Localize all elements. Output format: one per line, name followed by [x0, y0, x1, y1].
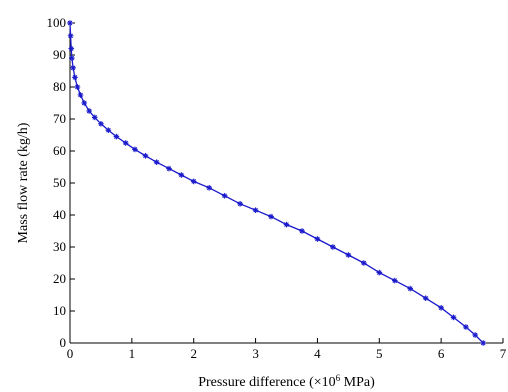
- x-tick-label: 6: [438, 346, 445, 361]
- data-point-marker: [69, 55, 75, 61]
- y-tick-label: 40: [53, 207, 66, 222]
- x-tick-label: 2: [190, 346, 197, 361]
- data-point-marker: [472, 332, 478, 338]
- data-point-marker: [345, 252, 352, 258]
- data-point-marker: [206, 185, 212, 191]
- y-axis-title: Mass flow rate (kg/h): [16, 122, 31, 243]
- data-point-marker: [283, 221, 290, 228]
- data-point-marker: [98, 121, 104, 127]
- data-point-marker: [391, 277, 398, 284]
- y-tick-label: 90: [53, 47, 66, 62]
- data-point-marker: [142, 153, 149, 159]
- data-point-marker: [314, 236, 321, 242]
- data-point-marker: [153, 159, 160, 165]
- x-axis-title-main: Pressure difference (×10: [198, 375, 335, 390]
- data-point-marker: [450, 314, 457, 321]
- data-point-marker: [252, 207, 259, 213]
- series-line: [69, 22, 484, 344]
- data-point-marker: [70, 65, 76, 71]
- x-axis-title-superscript: 6: [336, 373, 341, 383]
- data-point-marker: [81, 100, 88, 106]
- x-tick-label: 4: [314, 346, 321, 361]
- data-point-marker: [268, 213, 274, 220]
- x-axis-title-unit: MPa): [340, 375, 375, 390]
- data-point-marker: [77, 92, 84, 98]
- data-point-marker: [438, 305, 444, 311]
- data-point-marker: [86, 108, 92, 114]
- y-tick-label: 0: [60, 335, 67, 350]
- data-point-marker: [330, 244, 336, 250]
- data-point-marker: [105, 127, 112, 133]
- y-tick-label: 30: [53, 239, 66, 254]
- data-point-marker: [299, 228, 305, 234]
- data-point-marker: [72, 74, 78, 81]
- x-axis-title: Pressure difference (×106 MPa): [198, 373, 375, 390]
- data-point-marker: [67, 33, 74, 39]
- data-point-marker: [221, 193, 228, 199]
- data-point-marker: [68, 45, 75, 52]
- data-point-marker: [67, 20, 73, 26]
- x-tick-label: 3: [252, 346, 259, 361]
- data-point-marker: [480, 340, 487, 346]
- x-tick-label: 7: [500, 346, 507, 361]
- data-point-marker: [113, 133, 120, 140]
- data-point-marker: [422, 295, 429, 301]
- x-tick-label: 1: [129, 346, 136, 361]
- data-point-marker: [407, 285, 414, 292]
- y-tick-label: 20: [53, 271, 66, 286]
- data-point-marker: [122, 140, 129, 146]
- data-point-marker: [132, 146, 138, 153]
- series-layer: [67, 20, 487, 346]
- data-point-marker: [178, 172, 185, 178]
- x-tick-label: 5: [376, 346, 383, 361]
- data-point-marker: [74, 84, 81, 90]
- data-point-marker: [166, 165, 172, 172]
- y-tick-label: 80: [53, 79, 66, 94]
- y-tick-label: 60: [53, 143, 66, 158]
- y-tick-label: 10: [53, 303, 66, 318]
- y-tick-label: 70: [53, 111, 66, 126]
- y-tick-label: 100: [47, 15, 67, 30]
- data-point-marker: [376, 269, 383, 276]
- data-point-marker: [91, 114, 98, 121]
- data-point-marker: [361, 260, 367, 266]
- y-tick-label: 50: [53, 175, 66, 190]
- data-point-marker: [237, 201, 243, 207]
- x-tick-label: 0: [67, 346, 74, 361]
- data-point-marker: [463, 324, 469, 330]
- data-point-marker: [190, 178, 197, 185]
